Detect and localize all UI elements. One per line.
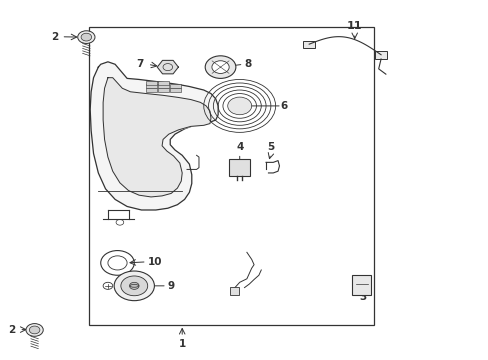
Text: 11: 11	[346, 21, 362, 31]
Text: 7: 7	[136, 59, 143, 69]
Circle shape	[121, 276, 147, 296]
Bar	[146, 87, 157, 92]
Circle shape	[211, 61, 229, 73]
Circle shape	[114, 271, 154, 301]
Bar	[146, 81, 157, 85]
Bar	[375, 51, 386, 59]
Bar	[158, 87, 168, 92]
Text: 4: 4	[237, 142, 244, 152]
Circle shape	[205, 56, 235, 78]
Text: 3: 3	[359, 292, 366, 302]
Bar	[351, 275, 371, 294]
Bar	[229, 159, 250, 176]
Text: 2: 2	[8, 325, 16, 334]
Circle shape	[29, 326, 40, 334]
Bar	[89, 27, 373, 325]
Circle shape	[26, 324, 43, 336]
Text: 9: 9	[167, 281, 175, 291]
Bar	[230, 287, 238, 294]
Circle shape	[227, 97, 251, 115]
Text: 2: 2	[51, 32, 59, 42]
Polygon shape	[90, 62, 218, 210]
Text: 8: 8	[244, 59, 251, 69]
Text: 6: 6	[280, 101, 287, 111]
Bar	[158, 81, 168, 85]
Polygon shape	[103, 78, 210, 197]
Bar	[146, 84, 157, 88]
Bar	[170, 87, 181, 92]
Circle shape	[78, 31, 95, 44]
Bar	[158, 84, 168, 88]
Circle shape	[129, 282, 139, 289]
Text: 10: 10	[147, 257, 162, 267]
Polygon shape	[157, 60, 178, 74]
Text: 5: 5	[266, 142, 274, 152]
Text: 1: 1	[178, 339, 185, 350]
Circle shape	[81, 33, 91, 41]
Bar	[303, 41, 314, 48]
Bar	[170, 84, 181, 88]
